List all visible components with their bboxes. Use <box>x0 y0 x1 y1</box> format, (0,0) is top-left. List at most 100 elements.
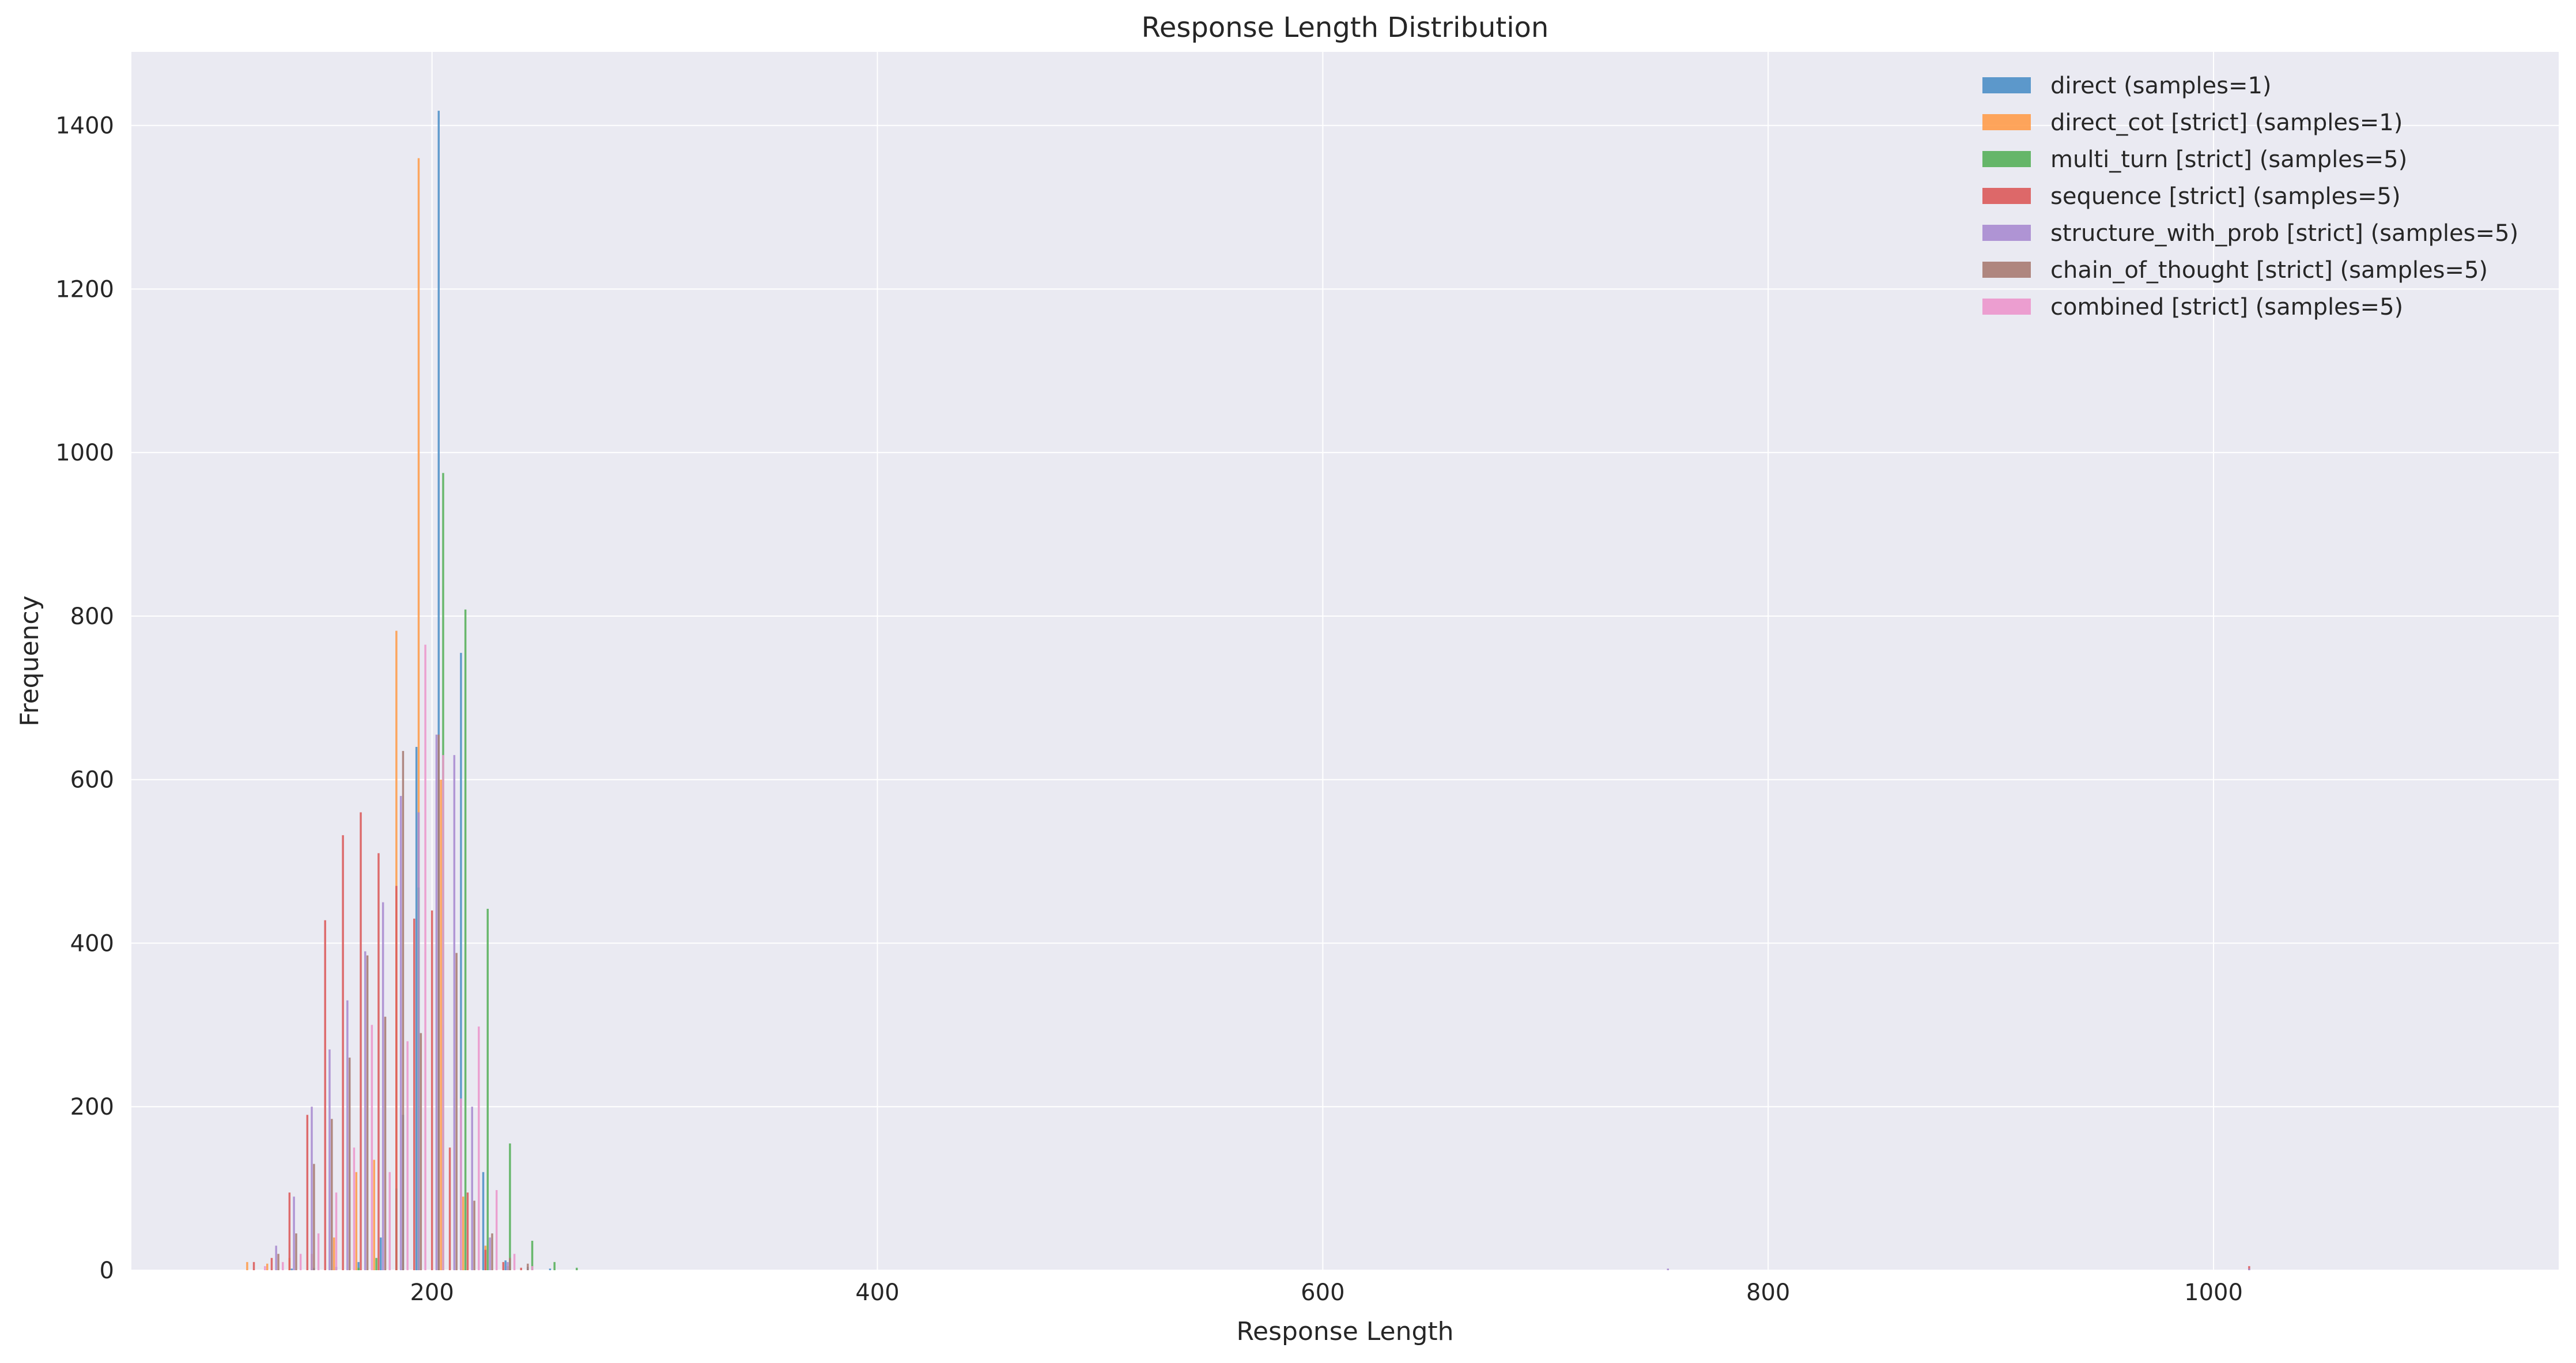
y-tick-label: 1400 <box>55 113 114 139</box>
histogram-bar <box>331 1119 333 1270</box>
grid-layer <box>131 52 2559 1271</box>
histogram-bar <box>453 755 456 1270</box>
legend-label: multi_turn [strict] (samples=5) <box>2050 146 2407 173</box>
histogram-bar <box>388 1172 391 1270</box>
histogram-bar <box>440 779 442 1270</box>
histogram-bar <box>486 908 489 1270</box>
legend-swatch <box>1982 188 2031 204</box>
histogram-bar <box>520 1267 522 1270</box>
histogram-bar <box>295 1233 297 1270</box>
histogram-bar <box>531 1266 534 1270</box>
x-tick-label: 400 <box>855 1279 899 1306</box>
y-tick-label: 200 <box>70 1094 114 1120</box>
histogram-bar <box>509 1143 511 1270</box>
y-tick-label: 0 <box>100 1258 114 1284</box>
histogram-bar <box>282 1262 284 1270</box>
legend-label: direct (samples=1) <box>2050 73 2272 99</box>
histogram-bar <box>313 1164 315 1270</box>
histogram-bar <box>442 755 444 1270</box>
histogram-bar <box>471 1107 473 1270</box>
histogram-bar <box>424 644 426 1270</box>
legend-swatch <box>1982 114 2031 130</box>
histogram-bar <box>464 609 467 1270</box>
y-tick-label: 400 <box>70 930 114 957</box>
x-tick-label: 800 <box>1746 1279 1790 1306</box>
histogram-bar <box>1667 1268 1670 1270</box>
histogram-bar <box>366 955 369 1270</box>
histogram-bar <box>380 1237 382 1270</box>
histogram-bar <box>420 1033 422 1270</box>
histogram-bar <box>531 1240 534 1270</box>
legend-swatch <box>1982 225 2031 241</box>
histogram-bar <box>466 1192 469 1270</box>
histogram-bar <box>435 734 438 1270</box>
legend: direct (samples=1) direct_cot [strict] (s… <box>1982 73 2518 320</box>
histogram-bar <box>413 918 416 1270</box>
x-tick-label: 600 <box>1301 1279 1344 1306</box>
histogram-bar <box>328 1049 331 1270</box>
histogram-bar <box>491 1233 493 1270</box>
histogram-bar <box>382 902 384 1270</box>
histogram-bar <box>399 796 402 1270</box>
histogram-bar <box>2248 1268 2250 1270</box>
histogram-bar <box>417 812 420 1270</box>
plot-area <box>131 52 2559 1270</box>
histogram-bar <box>252 1262 255 1270</box>
histogram-bar <box>430 910 433 1270</box>
histogram-bar <box>375 1258 377 1270</box>
chart-title: Response Length Distribution <box>1142 12 1549 44</box>
histogram-bar <box>406 1041 409 1270</box>
histogram-bar <box>513 1253 516 1270</box>
histogram-bar <box>277 1253 279 1270</box>
histogram-bar <box>462 1196 464 1270</box>
histogram-bar <box>402 751 405 1270</box>
histogram-bar <box>437 111 440 1270</box>
histogram-bar <box>377 853 380 1270</box>
legend-label: combined [strict] (samples=5) <box>2050 294 2403 320</box>
histogram-bar <box>489 1237 491 1270</box>
histogram-bar <box>527 1263 529 1270</box>
histogram-bar <box>2248 1266 2250 1270</box>
x-axis-label: Response Length <box>1236 1317 1453 1346</box>
legend-label: structure_with_prob [strict] (samples=5) <box>2050 220 2518 247</box>
y-tick-label: 1200 <box>55 276 114 303</box>
bars-layer <box>246 111 2250 1270</box>
histogram-bar <box>355 1172 358 1270</box>
y-tick-label: 600 <box>70 767 114 794</box>
histogram-bar <box>357 1262 360 1270</box>
series-bars <box>252 812 2250 1270</box>
legend-label: sequence [strict] (samples=5) <box>2050 183 2401 210</box>
histogram-bar <box>317 1233 320 1270</box>
legend-swatch <box>1982 299 2031 315</box>
histogram-bar <box>357 1267 360 1270</box>
legend-label: direct_cot [strict] (samples=1) <box>2050 110 2403 136</box>
histogram-bar <box>293 1196 295 1270</box>
histogram-bar <box>482 1172 485 1270</box>
histogram-bar <box>299 1253 302 1270</box>
y-tick-label: 800 <box>70 603 114 630</box>
histogram-bar <box>507 1262 509 1270</box>
histogram-bar <box>360 812 362 1270</box>
histogram-bar <box>333 1237 335 1270</box>
histogram-bar <box>342 835 344 1270</box>
histogram-bar <box>311 1107 313 1270</box>
histogram-bar <box>346 1000 349 1270</box>
histogram-bar <box>290 1268 293 1270</box>
histogram-bar <box>364 951 367 1270</box>
histogram-bar <box>264 1266 266 1270</box>
legend-swatch <box>1982 262 2031 278</box>
histogram-bar <box>353 1147 356 1270</box>
histogram-bar <box>484 1249 487 1270</box>
histogram-bar <box>324 920 326 1270</box>
histogram-bar <box>415 746 418 1270</box>
histogram-bar <box>373 1160 375 1270</box>
histogram-bar <box>478 1026 480 1270</box>
x-tick-label: 1000 <box>2184 1279 2243 1306</box>
histogram-bar <box>437 734 440 1270</box>
histogram-bar <box>395 886 398 1270</box>
y-tick-labels: 0 200 400 600 800 1000 1200 1400 <box>55 113 114 1284</box>
histogram-bar <box>417 158 420 1270</box>
x-tick-labels: 200 400 600 800 1000 <box>410 1279 2242 1306</box>
histogram-bar <box>275 1245 277 1270</box>
